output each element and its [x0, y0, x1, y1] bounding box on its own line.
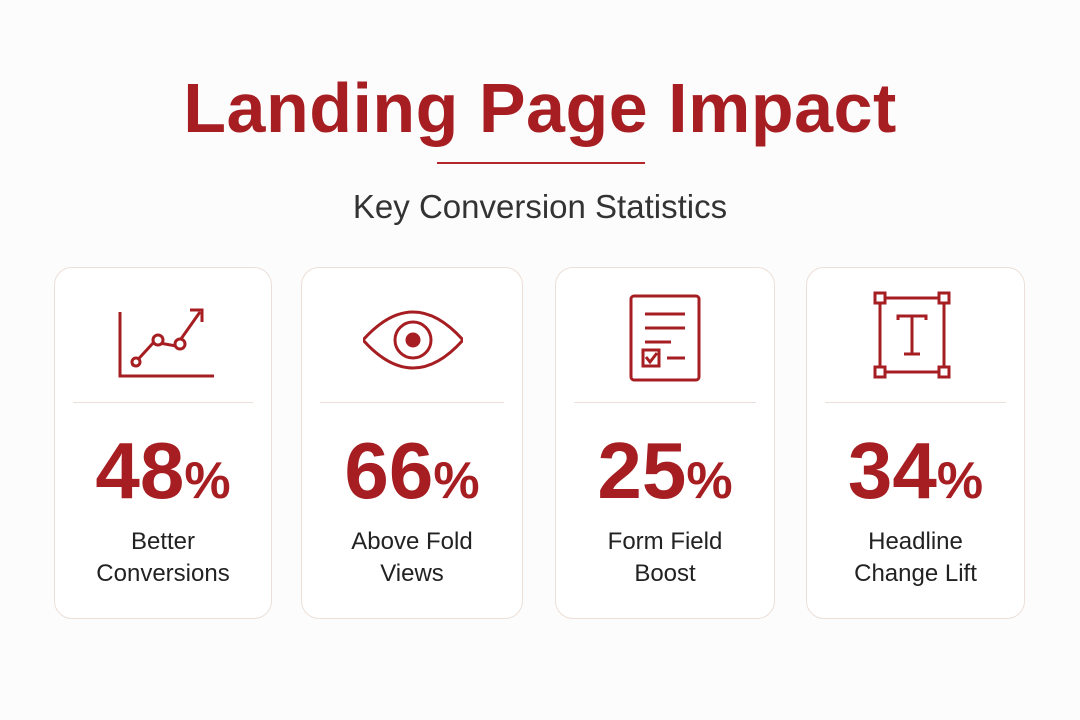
stat-card: 25% Form Field Boost — [555, 267, 775, 619]
stat-value: 48% — [55, 426, 271, 526]
unit: % — [433, 452, 480, 510]
unit: % — [936, 452, 984, 510]
label-line: Views — [380, 560, 444, 587]
stat-card: 34% Headline Change Lift — [806, 267, 1025, 619]
divider — [320, 402, 504, 403]
divider — [73, 402, 253, 403]
label-line: Headline — [868, 528, 963, 555]
stat-label: Better Conversions — [55, 526, 271, 590]
label-line: Form Field — [607, 528, 723, 555]
title: Landing Page Impact — [183, 69, 897, 147]
divider — [574, 402, 756, 403]
label-line: Above Fold — [351, 528, 473, 555]
icon-text — [873, 291, 951, 379]
stat-card: 48% Better Conversions — [54, 267, 272, 619]
number: 25 — [597, 426, 687, 515]
number: 66 — [344, 426, 434, 515]
icon-eye — [363, 310, 463, 370]
label-line: Conversions — [96, 560, 230, 587]
icon-chart — [118, 308, 214, 378]
label-line: Better — [130, 528, 196, 555]
title-rule — [437, 162, 645, 164]
stat-label: Form Field Boost — [556, 526, 774, 590]
stat-label: Above Fold Views — [302, 526, 522, 590]
label-line: Boost — [634, 560, 696, 587]
stat-value: 34% — [807, 426, 1024, 526]
number: 48 — [95, 426, 185, 515]
unit: % — [686, 452, 733, 510]
subtitle: Key Conversion Statistics — [352, 188, 728, 225]
divider — [825, 402, 1006, 403]
icon-form — [629, 294, 701, 382]
stat-value: 25% — [556, 426, 774, 526]
label-line: Change Lift — [854, 560, 977, 587]
stat-value: 66% — [302, 426, 522, 526]
stat-label: Headline Change Lift — [807, 526, 1024, 590]
unit: % — [184, 452, 231, 510]
number: 34 — [847, 426, 937, 515]
stat-card: 66% Above Fold Views — [301, 267, 523, 619]
